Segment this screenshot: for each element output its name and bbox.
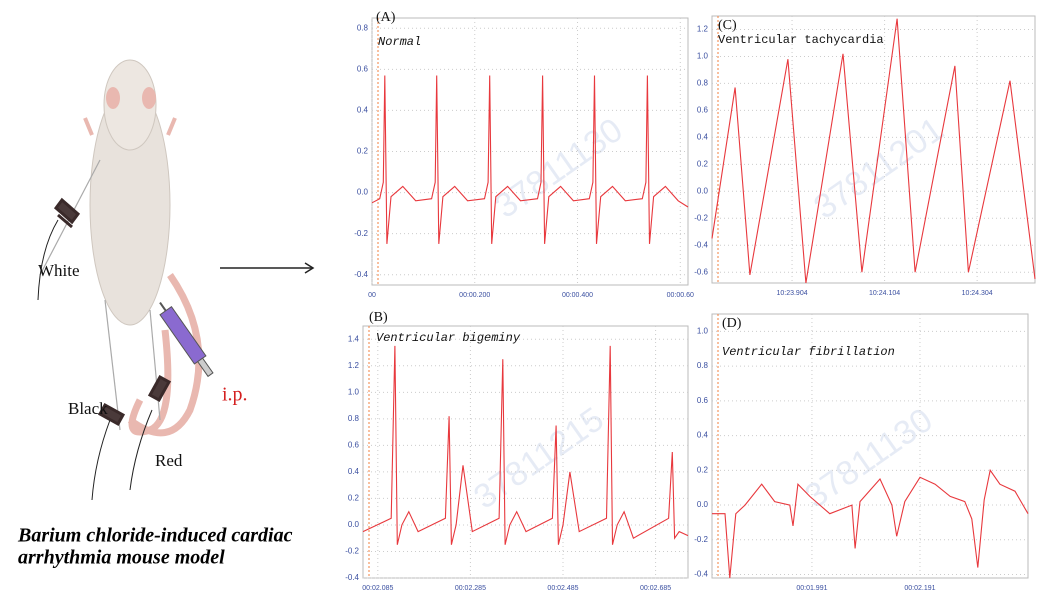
mouse-illustration [37, 59, 315, 501]
y-tick-label: 0.8 [357, 23, 369, 32]
y-tick-label: 0.2 [357, 147, 369, 156]
y-tick-label: 0.2 [697, 159, 709, 168]
x-tick-label: 00:01.991 [796, 585, 827, 591]
x-tick-label: 00 [368, 292, 376, 299]
y-tick-label: -0.2 [345, 547, 359, 556]
y-tick-label: -0.6 [694, 267, 708, 276]
y-tick-label: 0.8 [697, 79, 709, 88]
y-tick-label: 0.6 [348, 440, 360, 449]
watermark: 37811215 [467, 400, 611, 516]
electrode-label: Black [68, 399, 108, 418]
y-tick-label: -0.2 [694, 213, 708, 222]
x-tick-label: 00:00.400 [562, 292, 593, 299]
y-tick-label: 1.0 [697, 326, 709, 335]
x-tick-label: 00:02.485 [547, 585, 578, 591]
panel-title: Normal [378, 35, 421, 49]
panel-label: (D) [722, 316, 742, 331]
caption: Barium chloride-induced cardiac [17, 525, 293, 547]
ecg-trace [371, 75, 689, 244]
x-tick-label: 10:23.904 [776, 290, 807, 297]
x-tick-label: 00:02.085 [362, 585, 393, 591]
x-tick-label: 00:00.60 [667, 292, 694, 299]
y-tick-label: 0.0 [697, 500, 709, 509]
y-tick-label: 0.8 [697, 361, 709, 370]
electrode-label: Red [155, 451, 183, 470]
x-tick-label: 00:02.285 [455, 585, 486, 591]
y-tick-label: 0.2 [697, 465, 709, 474]
plot-frame [362, 325, 689, 579]
y-tick-label: -0.4 [345, 573, 359, 582]
y-tick-label: 0.0 [697, 186, 709, 195]
panel-label: (B) [369, 310, 388, 325]
y-tick-label: -0.2 [694, 535, 708, 544]
watermark: 37811201 [807, 110, 951, 226]
x-tick-label: 10:24.304 [962, 290, 993, 297]
y-tick-label: 0.6 [697, 106, 709, 115]
ecg-trace [712, 468, 1029, 579]
y-tick-label: 1.2 [348, 361, 360, 370]
y-tick-label: 0.8 [348, 414, 360, 423]
x-tick-label: 00:00.200 [459, 292, 490, 299]
y-tick-label: 0.4 [357, 106, 369, 115]
y-tick-label: 0.4 [697, 431, 709, 440]
panel-title: Ventricular tachycardia [718, 33, 884, 47]
watermark: 37811130 [798, 401, 940, 516]
x-tick-label: 00:02.685 [640, 585, 671, 591]
electrode-label: White [38, 261, 80, 280]
injection-label: i.p. [222, 384, 248, 406]
ecg-trace [362, 345, 689, 545]
panel-label: (C) [718, 18, 737, 33]
y-tick-label: 1.0 [348, 387, 360, 396]
x-tick-label: 00:02.191 [904, 585, 935, 591]
y-tick-label: 0.6 [357, 64, 369, 73]
y-tick-label: 0.4 [348, 467, 360, 476]
y-tick-label: 1.2 [697, 25, 709, 34]
y-tick-label: -0.2 [354, 229, 368, 238]
caption: arrhythmia mouse model [18, 547, 225, 569]
x-tick-label: 10:24.104 [869, 290, 900, 297]
plot-frame [711, 313, 1029, 579]
panel-title: Ventricular bigeminy [376, 331, 521, 345]
panel-title: Ventricular fibrillation [722, 345, 895, 359]
y-tick-label: 0.0 [357, 188, 369, 197]
y-tick-label: 0.2 [348, 494, 360, 503]
plot-frame [711, 15, 1036, 284]
y-tick-label: 0.0 [348, 520, 360, 529]
y-tick-label: -0.4 [694, 570, 708, 579]
y-tick-label: 1.0 [697, 52, 709, 61]
watermark: 37811130 [488, 111, 630, 226]
y-tick-label: -0.4 [694, 240, 708, 249]
y-tick-label: -0.4 [354, 270, 368, 279]
y-tick-label: 1.4 [348, 334, 360, 343]
y-tick-label: 0.6 [697, 396, 709, 405]
panel-label: (A) [376, 10, 396, 25]
y-tick-label: 0.4 [697, 132, 709, 141]
ecg-trace [711, 18, 1036, 284]
